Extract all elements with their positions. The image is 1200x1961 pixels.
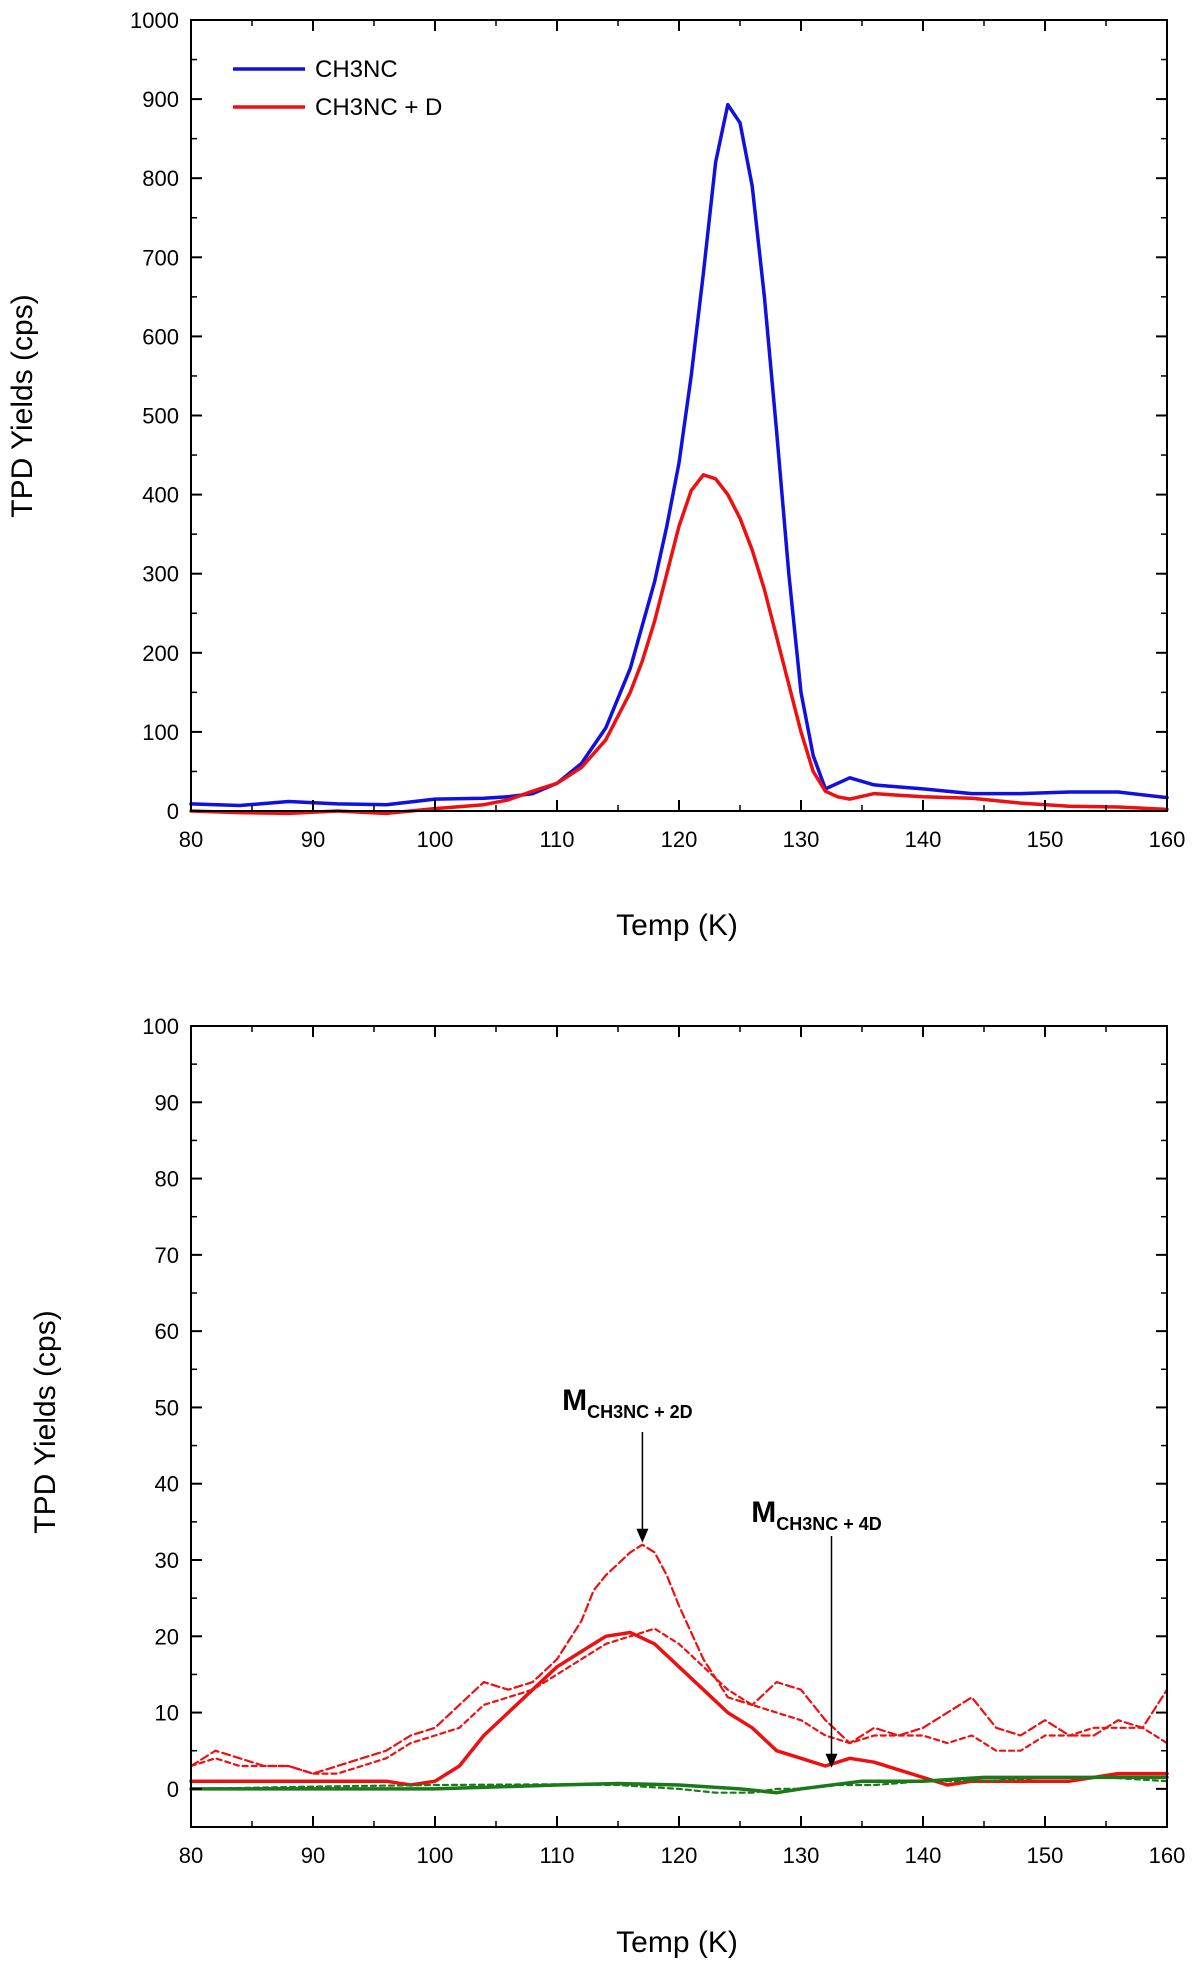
top-y-tick-label: 300 — [142, 562, 179, 587]
top-x-tick-label: 110 — [539, 827, 574, 852]
bottom-chart: TPD Yields (cps) Temp (K) 80 90 100 110 120 1… — [29, 1014, 1185, 1959]
top-y-axis-title: TPD Yields (cps) — [6, 294, 39, 517]
bottom-y-tick-label: 90 — [155, 1090, 179, 1115]
bottom-series-red-dash-large — [189, 1543, 1169, 1775]
top-y-tick-label: 100 — [142, 720, 179, 745]
bottom-y-tick-label: 10 — [155, 1701, 179, 1726]
bottom-y-tick-label: 40 — [155, 1472, 179, 1497]
top-y-tick-label: 600 — [142, 324, 179, 349]
annotation-arrowhead — [636, 1528, 649, 1543]
top-x-tick-label: 130 — [783, 827, 820, 852]
top-plot-frame — [190, 19, 1168, 812]
top-legend: CH3NC CH3NC + D — [233, 56, 442, 121]
legend-label-ch3nc: CH3NC — [315, 56, 398, 83]
bottom-x-tick-label: 80 — [179, 1843, 203, 1868]
top-x-tick-label: 120 — [661, 827, 698, 852]
annotation-arrowhead — [825, 1753, 838, 1768]
bottom-y-tick-label: 70 — [155, 1243, 179, 1268]
bottom-y-tick-label: 20 — [155, 1624, 179, 1649]
bottom-x-tick-label: 110 — [539, 1843, 574, 1868]
bottom-x-tick-label: 130 — [783, 1843, 820, 1868]
bottom-y-tick-label: 0 — [167, 1777, 179, 1802]
top-x-tick-label: 140 — [905, 827, 942, 852]
bottom-y-axis-title: TPD Yields (cps) — [29, 1310, 62, 1533]
bottom-x-tick-label: 140 — [905, 1843, 942, 1868]
top-y-tick-label: 900 — [142, 87, 179, 112]
bottom-series-red-solid — [189, 1630, 1169, 1787]
top-y-tick-label: 400 — [142, 483, 179, 508]
bottom-y-tick-label: 30 — [155, 1548, 179, 1573]
bottom-y-tick-label: 100 — [142, 1014, 179, 1039]
bottom-y-tick-label: 60 — [155, 1319, 179, 1344]
legend-label-ch3nc-d: CH3NC + D — [315, 94, 442, 121]
top-y-tick-label: 200 — [142, 641, 179, 666]
top-x-axis-title: Temp (K) — [616, 909, 738, 942]
bottom-x-tick-label: 100 — [417, 1843, 454, 1868]
top-x-tick-label: 150 — [1027, 827, 1064, 852]
bottom-x-tick-label: 90 — [301, 1843, 325, 1868]
bottom-series-red-dash-small — [189, 1627, 1169, 1775]
bottom-y-tick-label: 80 — [155, 1167, 179, 1192]
bottom-series-green-dash — [189, 1776, 1169, 1794]
top-y-tick-label: 0 — [167, 799, 179, 824]
top-x-tick-label: 100 — [417, 827, 454, 852]
annotation-label: MCH3NC + 2D — [562, 1384, 693, 1422]
top-series-ch3nc-d — [189, 473, 1169, 816]
top-x-tick-label: 80 — [179, 827, 203, 852]
annotation-label: MCH3NC + 4D — [751, 1496, 882, 1534]
top-series-ch3nc — [189, 102, 1169, 808]
top-y-tick-label: 700 — [142, 245, 179, 270]
top-x-tick-label: 160 — [1149, 827, 1186, 852]
bottom-x-tick-label: 150 — [1027, 1843, 1064, 1868]
top-y-tick-label: 500 — [142, 404, 179, 429]
top-chart: TPD Yields (cps) Temp (K) CH3NC CH3NC + … — [6, 8, 1185, 942]
bottom-series-green-solid — [189, 1775, 1169, 1795]
bottom-x-tick-label: 120 — [661, 1843, 698, 1868]
top-y-tick-label: 1000 — [130, 8, 179, 33]
bottom-plot-frame — [190, 1025, 1168, 1828]
bottom-x-tick-label: 160 — [1149, 1843, 1186, 1868]
top-y-tick-label: 800 — [142, 166, 179, 191]
bottom-x-axis-title: Temp (K) — [616, 1926, 738, 1959]
top-x-tick-label: 90 — [301, 827, 325, 852]
bottom-y-tick-label: 50 — [155, 1395, 179, 1420]
